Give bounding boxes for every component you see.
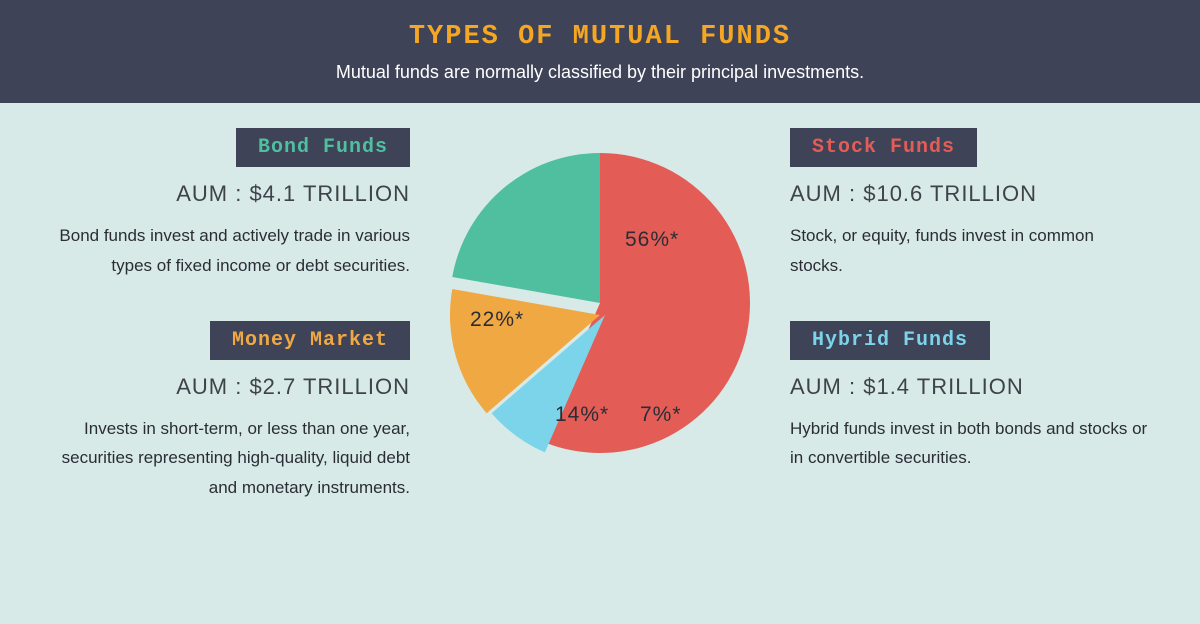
stock-funds-label: Stock Funds	[790, 128, 977, 167]
bond-funds-desc: Bond funds invest and actively trade in …	[50, 221, 410, 281]
content-grid: Bond Funds AUM : $4.1 TRILLION Bond fund…	[0, 103, 1200, 543]
pie-slice-label: 7%*	[640, 403, 682, 427]
hybrid-funds-label: Hybrid Funds	[790, 321, 990, 360]
left-column: Bond Funds AUM : $4.1 TRILLION Bond fund…	[50, 128, 410, 543]
hybrid-funds-desc: Hybrid funds invest in both bonds and st…	[790, 414, 1150, 474]
page-subtitle: Mutual funds are normally classified by …	[0, 62, 1200, 83]
right-column: Stock Funds AUM : $10.6 TRILLION Stock, …	[790, 128, 1150, 543]
header: TYPES OF MUTUAL FUNDS Mutual funds are n…	[0, 0, 1200, 103]
bond-funds-label: Bond Funds	[236, 128, 410, 167]
pie-slice	[452, 153, 600, 303]
stock-funds-desc: Stock, or equity, funds invest in common…	[790, 221, 1150, 281]
stock-funds-aum: AUM : $10.6 TRILLION	[790, 181, 1150, 207]
money-market-label: Money Market	[210, 321, 410, 360]
bond-funds-aum: AUM : $4.1 TRILLION	[50, 181, 410, 207]
bond-funds-block: Bond Funds AUM : $4.1 TRILLION Bond fund…	[50, 128, 410, 281]
hybrid-funds-aum: AUM : $1.4 TRILLION	[790, 374, 1150, 400]
pie-slice-label: 56%*	[625, 228, 679, 252]
page-title: TYPES OF MUTUAL FUNDS	[0, 22, 1200, 52]
stock-funds-block: Stock Funds AUM : $10.6 TRILLION Stock, …	[790, 128, 1150, 281]
pie-slice-label: 22%*	[470, 308, 524, 332]
pie-chart: 56%* 7%* 14%* 22%*	[445, 148, 755, 458]
center-column: 56%* 7%* 14%* 22%*	[410, 128, 790, 543]
money-market-block: Money Market AUM : $2.7 TRILLION Invests…	[50, 321, 410, 503]
money-market-aum: AUM : $2.7 TRILLION	[50, 374, 410, 400]
money-market-desc: Invests in short-term, or less than one …	[50, 414, 410, 503]
hybrid-funds-block: Hybrid Funds AUM : $1.4 TRILLION Hybrid …	[790, 321, 1150, 474]
pie-slice-label: 14%*	[555, 403, 609, 427]
